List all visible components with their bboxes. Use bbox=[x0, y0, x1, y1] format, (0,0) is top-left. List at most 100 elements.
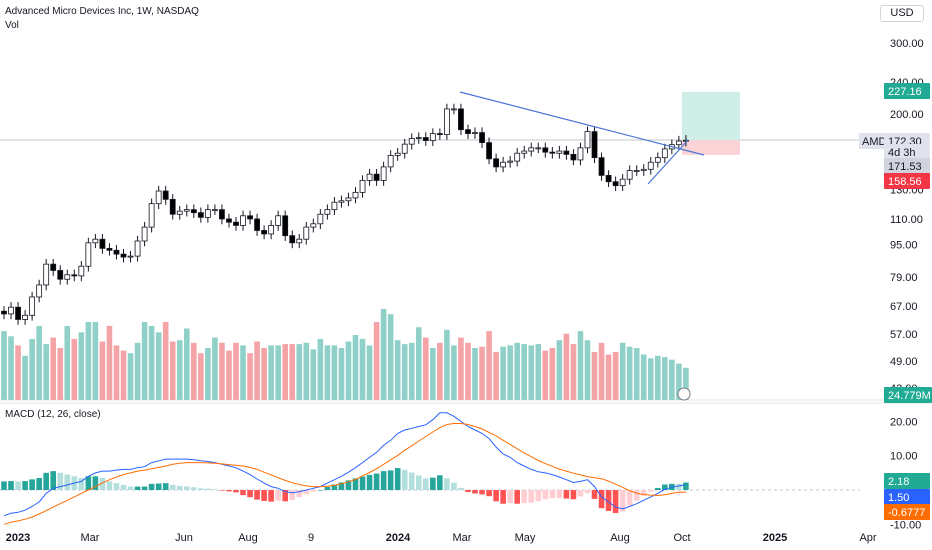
volume-bar bbox=[423, 337, 429, 400]
macd-histogram-bar bbox=[303, 490, 310, 495]
macd-histogram-bar bbox=[324, 486, 331, 490]
volume-bar bbox=[640, 354, 647, 400]
volume-bar bbox=[85, 322, 92, 400]
volume-bar bbox=[176, 340, 183, 400]
candle-body bbox=[640, 168, 647, 171]
candle-body bbox=[99, 238, 106, 249]
macd-histogram-bar bbox=[479, 490, 485, 495]
volume-bar bbox=[633, 348, 640, 400]
volume-bar bbox=[437, 342, 443, 400]
candle-body bbox=[338, 200, 345, 203]
volume-bar bbox=[338, 348, 345, 400]
candle-body bbox=[22, 314, 28, 320]
volume-bar bbox=[676, 363, 682, 400]
volume-bar bbox=[261, 348, 267, 400]
candle-body bbox=[422, 137, 429, 141]
candle-body bbox=[296, 238, 303, 244]
candle-body bbox=[85, 242, 92, 267]
candle-body bbox=[289, 235, 296, 244]
macd-histogram-bar bbox=[338, 482, 345, 490]
volume-bar bbox=[29, 338, 35, 400]
candle-body bbox=[29, 296, 36, 316]
volume-bar bbox=[155, 332, 162, 400]
macd-histogram-bar bbox=[345, 480, 352, 490]
candle-body bbox=[106, 247, 113, 251]
candle-body bbox=[162, 190, 169, 200]
candle-body bbox=[584, 131, 591, 149]
volume-bar bbox=[352, 335, 359, 400]
volume-bar bbox=[296, 344, 303, 400]
volume-value-label: 24.779M bbox=[888, 390, 931, 402]
macd-histogram-bar bbox=[183, 486, 190, 490]
volume-bar bbox=[247, 353, 253, 400]
price-tick-label: 200.00 bbox=[890, 109, 924, 121]
volume-bar bbox=[387, 314, 394, 400]
macd-histogram-bar bbox=[226, 490, 232, 492]
volume-bar bbox=[57, 348, 64, 400]
macd-histogram-bar bbox=[36, 477, 42, 490]
stop-price-label-bg bbox=[884, 173, 930, 189]
volume-bar bbox=[113, 345, 120, 400]
macd-tick-label: -10.00 bbox=[890, 519, 921, 531]
volume-bar bbox=[430, 348, 436, 400]
volume-bar bbox=[401, 344, 408, 400]
candle-body bbox=[507, 160, 514, 163]
macd-histogram-bar bbox=[437, 475, 443, 490]
volume-bar bbox=[324, 345, 331, 400]
alert-bolt-icon bbox=[677, 387, 691, 401]
volume-bar bbox=[1, 331, 7, 400]
volume-bar bbox=[359, 338, 366, 400]
macd-histogram-bar bbox=[127, 486, 134, 490]
support-trendline bbox=[647, 139, 689, 185]
volume-bar bbox=[275, 345, 281, 400]
macd-histogram-bar bbox=[394, 468, 401, 490]
volume-bar bbox=[528, 345, 535, 400]
volume-bar bbox=[191, 342, 197, 400]
candle-body bbox=[380, 166, 387, 181]
price-tick-label: 49.00 bbox=[890, 356, 918, 368]
macd-histogram-bar bbox=[387, 470, 394, 490]
macd-histogram-bar bbox=[662, 484, 668, 490]
candle-body bbox=[514, 152, 521, 162]
volume-bar bbox=[169, 341, 176, 400]
candle-body bbox=[78, 265, 85, 277]
volume-bar bbox=[380, 309, 387, 400]
volume-bar bbox=[43, 344, 49, 400]
macd-histogram-bar bbox=[570, 490, 577, 500]
currency-button[interactable]: USD bbox=[880, 5, 924, 22]
candle-body bbox=[64, 274, 71, 280]
macd-histogram-bar bbox=[261, 490, 267, 501]
candle-body bbox=[408, 138, 415, 145]
macd-histogram-bar bbox=[275, 490, 281, 501]
candle-body bbox=[155, 190, 162, 205]
candle-body bbox=[282, 215, 289, 237]
signal-line bbox=[3, 423, 686, 525]
time-tick-label: 2025 bbox=[763, 532, 787, 544]
macd-histogram-bar bbox=[176, 485, 183, 490]
volume-bar bbox=[493, 351, 499, 400]
price-tick-label: 110.00 bbox=[890, 214, 923, 226]
time-tick-label: Aug bbox=[610, 532, 630, 544]
macd-histogram-bar bbox=[612, 490, 619, 513]
volume-bar bbox=[134, 342, 141, 400]
macd-histogram-bar bbox=[317, 490, 324, 491]
position-zones[interactable] bbox=[682, 91, 740, 155]
volume-bar bbox=[647, 358, 654, 400]
volume-bar bbox=[240, 345, 246, 400]
candle-body bbox=[436, 133, 443, 135]
candle-body bbox=[675, 140, 682, 146]
macd-histogram-bar bbox=[191, 487, 197, 490]
candle-body bbox=[451, 108, 457, 111]
volume-bar bbox=[22, 355, 28, 400]
candle-body bbox=[394, 152, 401, 156]
signal-value-label-bg bbox=[884, 504, 930, 520]
volume-bar bbox=[212, 337, 218, 400]
candle-body bbox=[401, 143, 408, 154]
candle-body bbox=[15, 306, 21, 320]
volume-bar bbox=[205, 348, 211, 400]
macd-histogram-bar bbox=[331, 484, 338, 490]
candle-body bbox=[633, 170, 640, 172]
trendlines[interactable] bbox=[459, 91, 705, 185]
